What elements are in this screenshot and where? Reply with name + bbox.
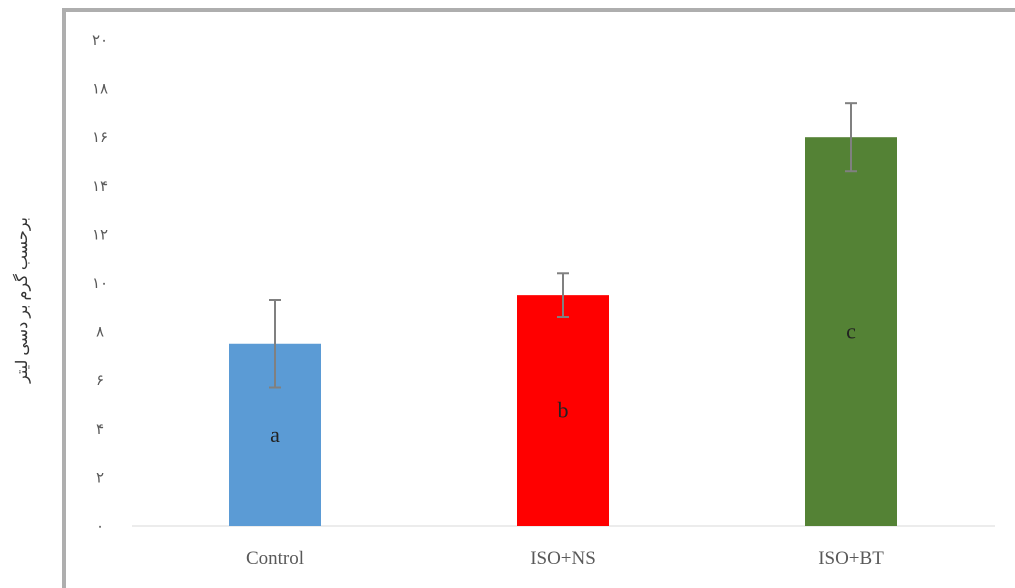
y-tick-label: ۴: [96, 422, 104, 438]
y-tick-labels: ۰ ۲ ۴ ۶ ۸ ۱۰ ۱۲ ۱۴ ۱۶ ۱۸ ۲۰: [92, 33, 108, 535]
y-tick-label: ۱۶: [92, 130, 108, 146]
y-tick-label: ۱۲: [92, 227, 108, 243]
y-tick-label: ۲۰: [92, 33, 108, 49]
error-bar: [845, 102, 857, 173]
x-tick-label: ISO+BT: [818, 548, 884, 569]
bars: [229, 137, 897, 526]
y-tick-label: ۱۸: [92, 82, 108, 98]
x-tick-labels: Control ISO+NS ISO+BT: [246, 548, 884, 569]
chart-frame: [62, 8, 1015, 588]
y-tick-label: ۲: [96, 470, 104, 486]
bar-data-label: c: [846, 319, 856, 344]
bar-data-label: b: [558, 398, 569, 423]
y-tick-label: ۰: [96, 519, 104, 535]
x-tick-label: ISO+NS: [530, 548, 596, 569]
bar: [517, 295, 609, 526]
bar-labels: a b c: [270, 319, 856, 447]
y-tick-label: ۱۰: [92, 276, 108, 292]
y-tick-label: ۸: [96, 325, 104, 341]
error-bar: [557, 272, 569, 319]
error-bar: [269, 299, 281, 389]
error-bars: [269, 102, 857, 389]
y-tick-label: ۶: [96, 373, 104, 389]
x-tick-label: Control: [246, 548, 304, 569]
y-tick-label: ۱۴: [92, 179, 108, 195]
bar-data-label: a: [270, 422, 280, 447]
bar: [805, 137, 897, 526]
